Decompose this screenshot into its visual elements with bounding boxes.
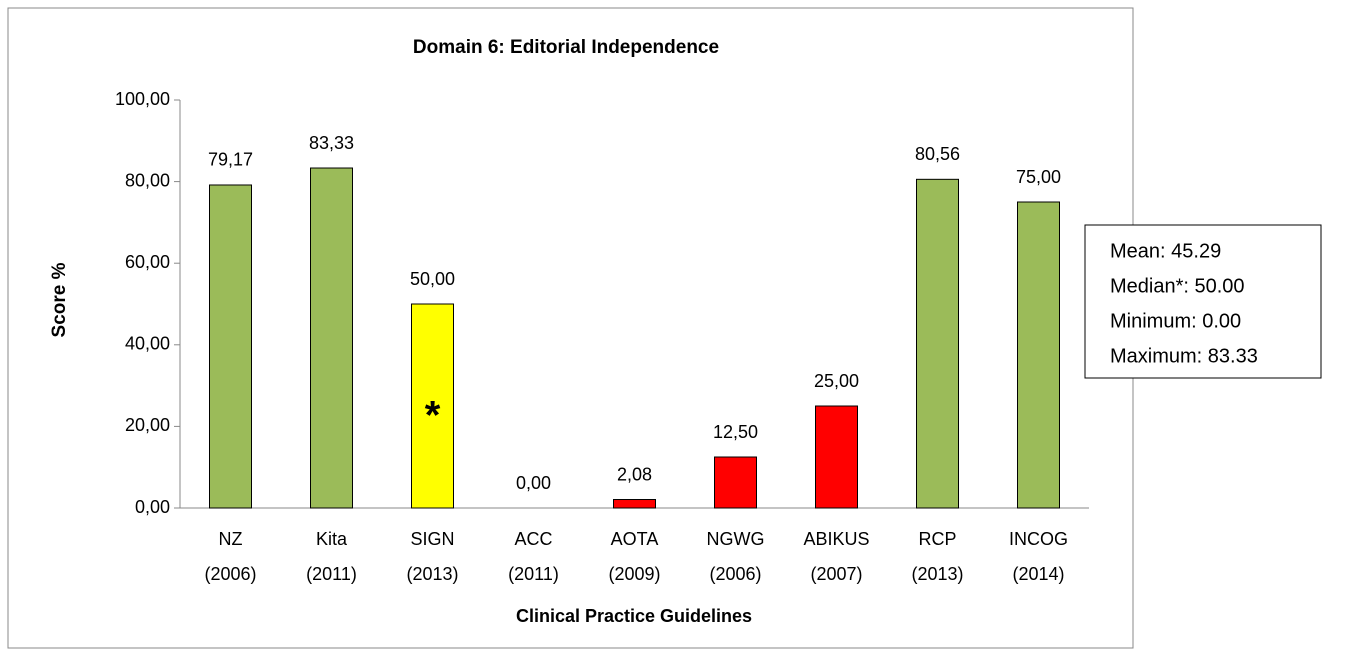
value-label: 80,56 bbox=[915, 144, 960, 164]
bar bbox=[714, 456, 757, 509]
value-label: 50,00 bbox=[410, 269, 455, 289]
bar bbox=[310, 167, 353, 509]
y-axis-title: Score % bbox=[49, 262, 70, 337]
x-tick-label: NGWG (2006) bbox=[707, 529, 765, 584]
y-tick-label: 60,00 bbox=[125, 252, 170, 272]
bar bbox=[815, 405, 858, 509]
x-axis-title: Clinical Practice Guidelines bbox=[516, 606, 752, 626]
x-tick-label: AOTA (2009) bbox=[608, 529, 660, 584]
bar bbox=[613, 499, 656, 509]
y-tick-label: 40,00 bbox=[125, 334, 170, 354]
x-tick-label: ABIKUS (2007) bbox=[803, 529, 869, 584]
stats-line: Minimum: 0.00 bbox=[1110, 310, 1241, 332]
y-tick-label: 100,00 bbox=[115, 89, 170, 109]
bar-annotation: * bbox=[425, 394, 441, 438]
x-tick-label: RCP (2013) bbox=[911, 529, 963, 584]
value-label: 75,00 bbox=[1016, 167, 1061, 187]
value-label: 79,17 bbox=[208, 150, 253, 170]
value-label: 25,00 bbox=[814, 371, 859, 391]
bar bbox=[411, 303, 454, 509]
bar bbox=[1017, 201, 1060, 509]
value-label: 0,00 bbox=[516, 473, 551, 493]
stats-box bbox=[1084, 224, 1322, 379]
y-tick-label: 20,00 bbox=[125, 415, 170, 435]
y-tick-label: 0,00 bbox=[135, 497, 170, 517]
stats-line: Median*: 50.00 bbox=[1110, 275, 1245, 297]
value-label: 2,08 bbox=[617, 464, 652, 484]
stats-line: Mean: 45.29 bbox=[1110, 240, 1221, 262]
x-tick-label: ACC (2011) bbox=[508, 529, 559, 584]
bar bbox=[209, 184, 252, 509]
x-tick-label: SIGN (2013) bbox=[406, 529, 458, 584]
bar bbox=[916, 178, 959, 509]
x-tick-label: Kita (2011) bbox=[306, 529, 357, 584]
y-tick-label: 80,00 bbox=[125, 170, 170, 190]
chart-title: Domain 6: Editorial Independence bbox=[413, 37, 719, 58]
chart-border bbox=[7, 7, 1134, 649]
value-label: 12,50 bbox=[713, 422, 758, 442]
x-tick-label: NZ (2006) bbox=[204, 529, 256, 584]
stats-line: Maximum: 83.33 bbox=[1110, 345, 1258, 367]
x-tick-label: INCOG (2014) bbox=[1009, 529, 1068, 584]
value-label: 83,33 bbox=[309, 133, 354, 153]
